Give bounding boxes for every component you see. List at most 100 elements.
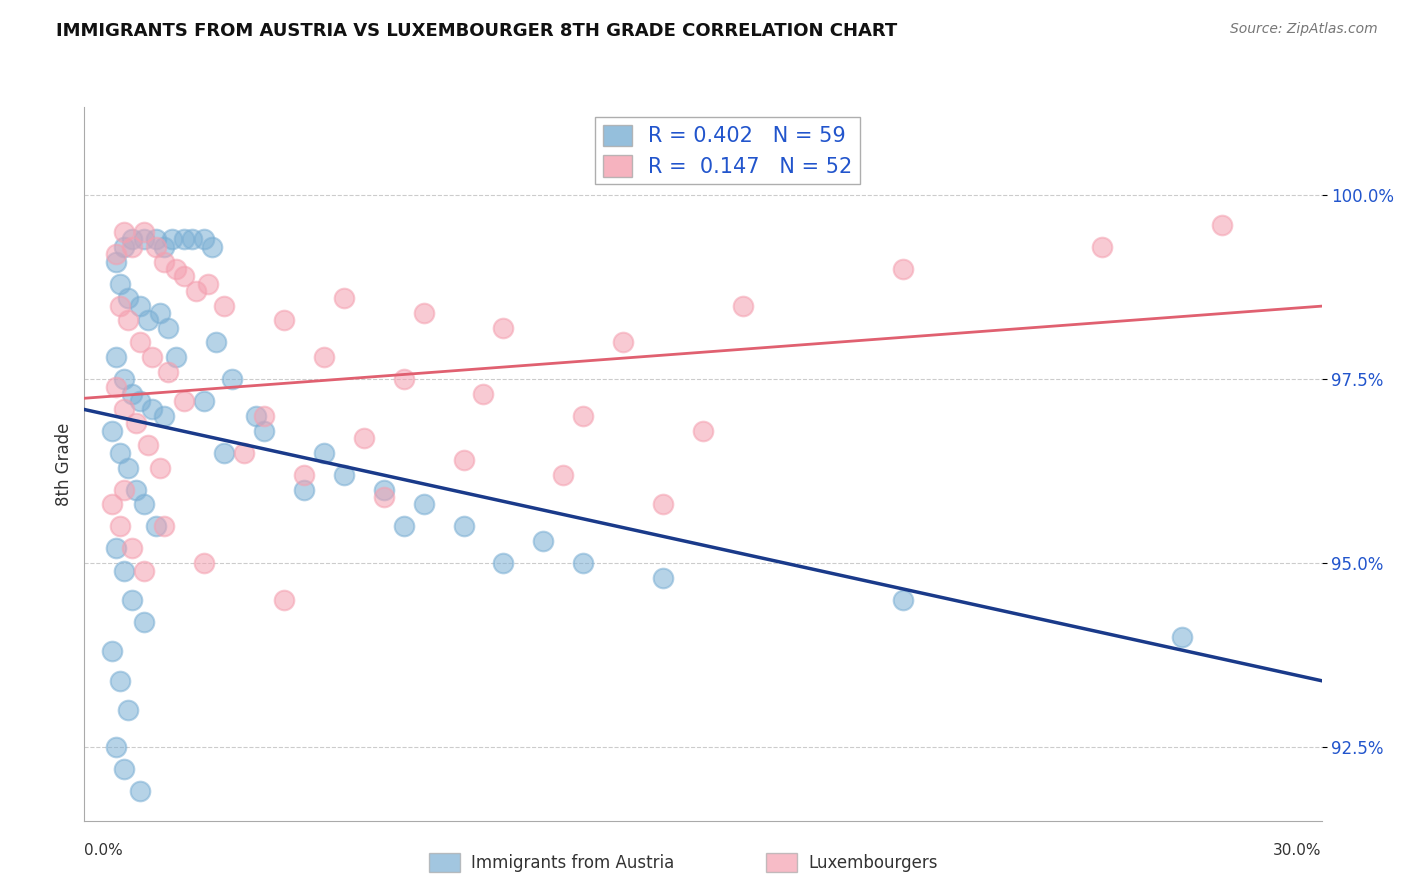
Point [112, 564, 135, 578]
Text: Immigrants from Austria: Immigrants from Austria [471, 854, 675, 871]
Point [205, 335, 228, 350]
Point [101, 424, 124, 438]
Point [101, 497, 124, 511]
Point [652, 571, 675, 585]
Point [453, 519, 475, 533]
Point [134, 564, 156, 578]
Legend: R = 0.402   N = 59, R =  0.147   N = 52: R = 0.402 N = 59, R = 0.147 N = 52 [596, 117, 860, 185]
Point [112, 483, 135, 497]
Point [145, 232, 167, 246]
Point [1211, 218, 1233, 232]
Point [572, 409, 595, 423]
Text: IMMIGRANTS FROM AUSTRIA VS LUXEMBOURGER 8TH GRADE CORRELATION CHART: IMMIGRANTS FROM AUSTRIA VS LUXEMBOURGER … [56, 22, 897, 40]
Point [105, 350, 128, 364]
Point [212, 446, 235, 460]
Point [193, 394, 215, 409]
Point [141, 350, 163, 364]
Point [112, 240, 135, 254]
Point [121, 240, 143, 254]
Point [134, 225, 156, 239]
Point [149, 306, 172, 320]
Point [153, 240, 176, 254]
Point [121, 387, 143, 401]
Point [221, 372, 243, 386]
Text: 0.0%: 0.0% [84, 843, 124, 858]
Point [110, 277, 132, 291]
Point [121, 541, 143, 556]
Point [292, 483, 315, 497]
Point [153, 254, 176, 268]
Point [112, 762, 135, 776]
Point [110, 673, 132, 688]
Point [157, 320, 180, 334]
Point [353, 431, 375, 445]
Point [891, 593, 914, 607]
Point [117, 703, 139, 717]
Point [129, 394, 152, 409]
Point [392, 372, 415, 386]
Point [273, 313, 295, 327]
Point [129, 335, 152, 350]
Point [153, 409, 176, 423]
Point [193, 556, 215, 570]
Point [125, 483, 148, 497]
Point [212, 299, 235, 313]
Point [891, 261, 914, 276]
Point [392, 519, 415, 533]
Point [1091, 240, 1114, 254]
Point [253, 409, 276, 423]
Point [692, 424, 714, 438]
Point [453, 453, 475, 467]
Point [112, 225, 135, 239]
Point [101, 644, 124, 658]
Point [112, 401, 135, 416]
Point [105, 247, 128, 261]
Point [731, 299, 754, 313]
Point [105, 740, 128, 755]
Point [492, 556, 515, 570]
Point [612, 335, 634, 350]
Point [129, 784, 152, 798]
Point [193, 232, 215, 246]
Point [173, 232, 195, 246]
Point [110, 299, 132, 313]
Point [112, 372, 135, 386]
Point [233, 446, 256, 460]
Point [105, 254, 128, 268]
Point [165, 350, 187, 364]
Point [553, 467, 575, 482]
Point [149, 460, 172, 475]
Point [134, 615, 156, 629]
Point [153, 519, 176, 533]
Point [165, 261, 187, 276]
Point [141, 401, 163, 416]
Point [110, 446, 132, 460]
Point [117, 291, 139, 305]
Point [145, 519, 167, 533]
Point [373, 490, 395, 504]
Point [201, 240, 224, 254]
Point [531, 534, 554, 549]
Point [273, 593, 295, 607]
Point [312, 446, 335, 460]
Text: Source: ZipAtlas.com: Source: ZipAtlas.com [1230, 22, 1378, 37]
Point [245, 409, 267, 423]
Point [105, 379, 128, 393]
Point [136, 438, 159, 452]
Point [145, 240, 167, 254]
Point [492, 320, 515, 334]
Point [117, 460, 139, 475]
Text: 30.0%: 30.0% [1274, 843, 1322, 858]
Point [136, 313, 159, 327]
Point [181, 232, 204, 246]
Point [110, 519, 132, 533]
Point [184, 284, 207, 298]
Point [125, 417, 148, 431]
Point [173, 394, 195, 409]
Point [1171, 630, 1194, 644]
Point [173, 269, 195, 284]
Point [253, 424, 276, 438]
Point [333, 467, 356, 482]
Point [572, 556, 595, 570]
Point [157, 365, 180, 379]
